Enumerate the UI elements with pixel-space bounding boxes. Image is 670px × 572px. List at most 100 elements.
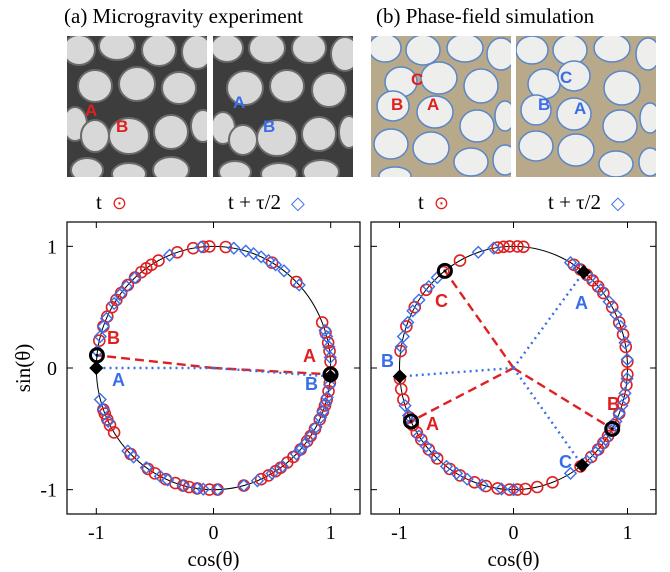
annotation-label: A xyxy=(112,370,125,390)
blue-diamond-point xyxy=(323,350,337,365)
red-circle-point xyxy=(93,334,106,347)
photo-a2-label-a: A xyxy=(233,93,245,112)
annotation-label: B xyxy=(381,351,394,371)
red-circle-point xyxy=(394,344,407,358)
microgravity-photo-t-half: A B xyxy=(213,36,353,177)
simulation-photo-t-half: C B A xyxy=(516,36,656,177)
highlight-diamond xyxy=(576,265,591,280)
blue-diamond-point xyxy=(427,448,441,463)
photo-b2-label-b: B xyxy=(538,95,550,114)
x-tick-label: 1 xyxy=(623,522,633,544)
blue-diamond-point xyxy=(412,293,426,307)
blue-diamond-point xyxy=(265,466,279,481)
blue-diamond-point xyxy=(609,308,623,322)
red-circle-point xyxy=(320,393,334,406)
red-circle-point xyxy=(265,256,279,269)
blue-diamond-point xyxy=(563,466,578,481)
red-circle-point xyxy=(410,426,424,439)
red-circle-point xyxy=(453,254,467,267)
red-circle-point xyxy=(397,393,410,406)
blue-diamond-point xyxy=(320,390,334,405)
highlight-circle xyxy=(436,262,453,279)
highlight-circle-dot xyxy=(610,427,614,431)
y-tick-label: 0 xyxy=(47,358,57,380)
blue-diamond-point xyxy=(126,450,141,464)
blue-diamond-point xyxy=(615,398,629,413)
blue-diamond-point xyxy=(406,304,420,318)
photo-b2-label-a: A xyxy=(574,99,586,118)
blue-diamond-point xyxy=(289,447,304,461)
blue-diamond-point xyxy=(487,241,501,255)
red-circle-point xyxy=(511,483,524,496)
x-tick-label: 1 xyxy=(326,522,336,544)
photo-b1-label-c: C xyxy=(411,70,423,89)
blue-diamond-point xyxy=(313,410,328,425)
blue-diamond-point xyxy=(93,392,107,407)
blue-diamond-point xyxy=(618,386,632,400)
legend-b-t-half-label: t + τ/2 xyxy=(548,190,601,214)
x-tick-label: 0 xyxy=(209,522,219,544)
simulation-photo-t: C B A xyxy=(371,36,511,177)
panel-a-title: (a) Microgravity experiment xyxy=(64,4,304,28)
red-circle-point xyxy=(219,240,233,254)
blue-diamond-point xyxy=(322,340,336,354)
blue-diamond-point xyxy=(196,482,210,496)
blue-diamond-point xyxy=(439,459,454,474)
blue-diamond-point xyxy=(275,459,290,474)
blue-dotted-line xyxy=(399,366,514,378)
red-circle-point xyxy=(621,368,634,381)
annotation-label: C xyxy=(435,291,448,311)
blue-diamond-point xyxy=(101,414,115,428)
red-circle-point xyxy=(203,240,216,253)
plot-b: -1 0 1 cos(θ) C A B A B C xyxy=(370,221,657,571)
x-tick-label: -1 xyxy=(391,522,408,544)
highlight-diamond xyxy=(575,458,590,473)
legend-a-t-label: t xyxy=(96,190,102,214)
y-tick-label: -1 xyxy=(40,480,57,502)
red-circle-point xyxy=(262,469,275,482)
annotation-label: C xyxy=(559,452,572,472)
red-dashed-line xyxy=(512,366,613,430)
red-circle-point xyxy=(148,467,162,480)
highlight-circle-dot xyxy=(409,419,413,423)
red-dashed-line xyxy=(410,366,515,423)
blue-diamond-point xyxy=(210,482,225,497)
photo-b2-label-c: C xyxy=(560,68,572,87)
blue-diamond-point xyxy=(237,478,251,493)
blue-diamond-point xyxy=(449,466,464,481)
red-circle-point xyxy=(567,258,581,272)
blue-diamond-point xyxy=(128,270,142,285)
red-circle-point xyxy=(323,344,336,358)
microgravity-photo-t: A B xyxy=(67,36,207,177)
red-circle-point xyxy=(546,476,559,489)
red-circle-point xyxy=(110,293,123,307)
blue-diamond-point xyxy=(96,319,111,334)
blue-diamond-point xyxy=(318,323,332,338)
blue-diamond-point xyxy=(277,264,291,278)
red-circle-point xyxy=(517,240,530,254)
unit-circle xyxy=(399,245,628,491)
red-circle-point xyxy=(203,483,216,496)
blue-diamond-point xyxy=(618,336,632,350)
annotation-label: A xyxy=(426,414,439,434)
legend-b-t-half-symbol: ◇ xyxy=(610,193,625,213)
photo-a2-label-b: B xyxy=(263,117,275,136)
red-circle-point xyxy=(621,355,634,368)
blue-diamond-point xyxy=(250,474,265,488)
legend-b-t-half: t + τ/2 ◇ xyxy=(548,190,625,215)
red-circle-point xyxy=(491,241,504,254)
blue-diamond-point xyxy=(297,437,312,452)
blue-diamond-point xyxy=(475,478,489,492)
blue-diamond-point xyxy=(139,461,153,475)
blue-diamond-point xyxy=(394,340,408,354)
photo-a1-label-b: B xyxy=(116,117,128,136)
blue-diamond-point xyxy=(113,288,127,302)
red-circle-point xyxy=(479,479,493,493)
legend-a-t: t ⊙ xyxy=(96,190,127,215)
legend-b-t-label: t xyxy=(418,190,424,214)
legend-a-t-half: t + τ/2 ◇ xyxy=(228,190,305,215)
blue-diamond-point xyxy=(620,371,634,386)
legend-a-t-half-symbol: ◇ xyxy=(290,193,305,213)
